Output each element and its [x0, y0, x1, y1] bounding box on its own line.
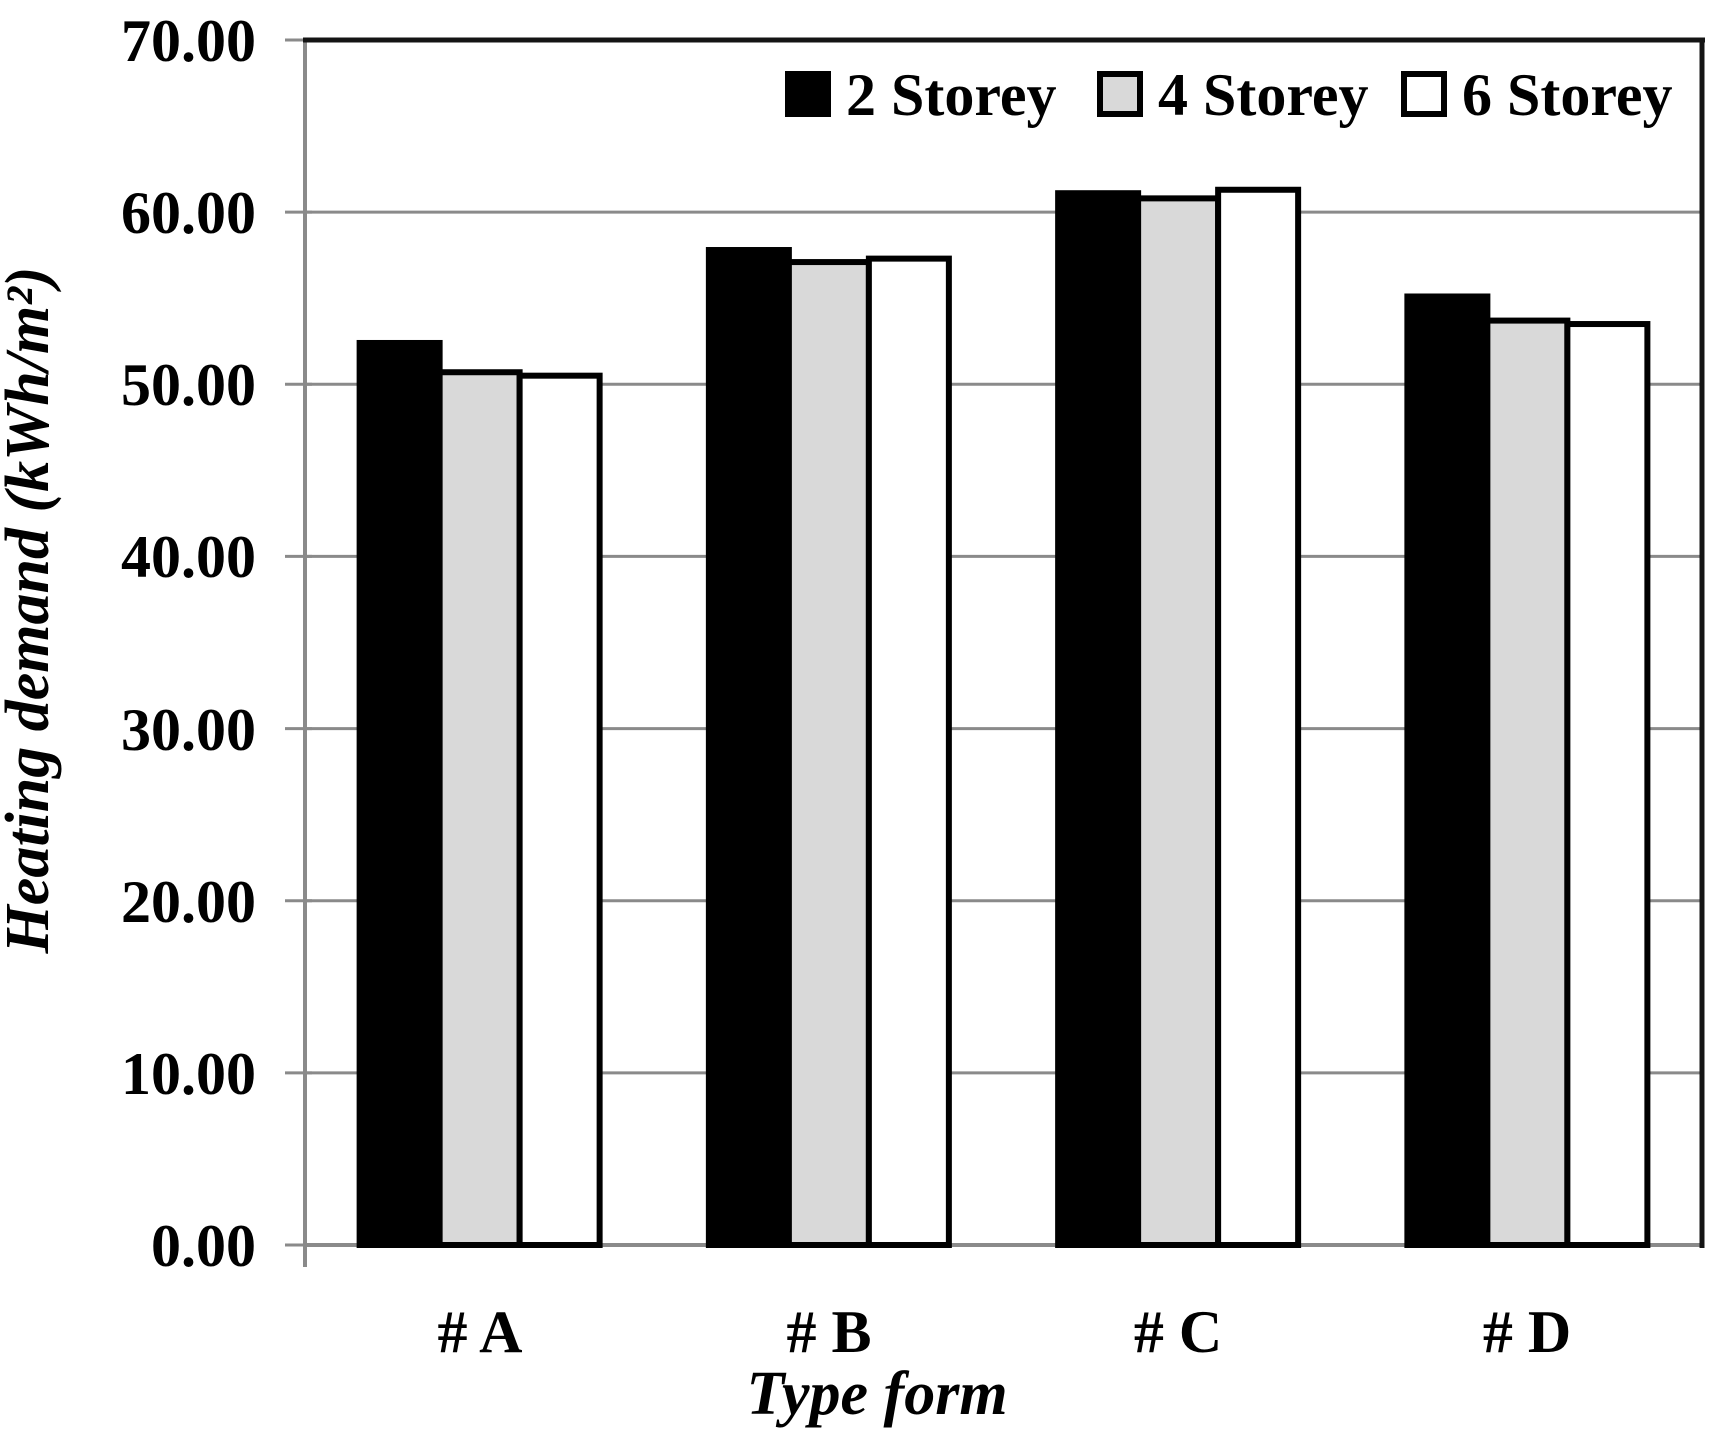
legend-label-6-storey: 6 Storey: [1462, 62, 1673, 128]
y-tick-60: 60.00: [121, 180, 256, 246]
y-tick-10: 10.00: [121, 1041, 256, 1107]
bars-layer: [356, 186, 1651, 1249]
category-label-d: # D: [1483, 1299, 1571, 1365]
bar-2-storey-3: [1055, 190, 1142, 1248]
y-tick-40: 40.00: [121, 524, 256, 590]
y-axis-title: Heating demand (kWh/m²): [0, 267, 62, 955]
y-axis-tick-labels: 0.00 10.00 20.00 30.00 40.00 50.00 60.00…: [121, 8, 256, 1279]
bar-4-storey-1: [436, 369, 523, 1248]
bar-2-storey-4: [1404, 293, 1491, 1248]
bar-4-storey-3: [1135, 195, 1222, 1248]
category-label-b: # B: [786, 1299, 871, 1365]
bar-6-storey-1: [516, 372, 603, 1248]
category-label-a: # A: [437, 1299, 522, 1365]
legend-swatch-2-storey: [785, 71, 831, 117]
legend: 2 Storey 4 Storey 6 Storey: [846, 62, 1673, 128]
y-tick-70: 70.00: [121, 8, 256, 74]
legend-swatches-layer: [785, 71, 1447, 117]
bar-6-storey-2: [865, 255, 952, 1249]
legend-label-2-storey: 2 Storey: [846, 62, 1057, 128]
bar-2-storey-1: [356, 339, 443, 1248]
category-label-c: # C: [1134, 1299, 1222, 1365]
legend-label-4-storey: 4 Storey: [1158, 62, 1369, 128]
y-tick-20: 20.00: [121, 869, 256, 935]
x-axis-title: Type form: [746, 1360, 1007, 1428]
plot-frame: [303, 37, 1705, 1248]
bar-6-storey-3: [1215, 186, 1302, 1248]
bar-4-storey-4: [1484, 317, 1571, 1249]
bar-4-storey-2: [785, 259, 872, 1249]
legend-swatch-4-storey: [1097, 71, 1143, 117]
y-tick-30: 30.00: [121, 697, 256, 763]
bar-2-storey-2: [705, 247, 792, 1248]
y-tick-50: 50.00: [121, 352, 256, 418]
y-tick-0: 0.00: [151, 1213, 256, 1279]
bar-6-storey-4: [1564, 321, 1651, 1248]
x-axis-category-labels: # A # B # C # D: [437, 1299, 1571, 1365]
legend-swatch-6-storey: [1401, 71, 1447, 117]
